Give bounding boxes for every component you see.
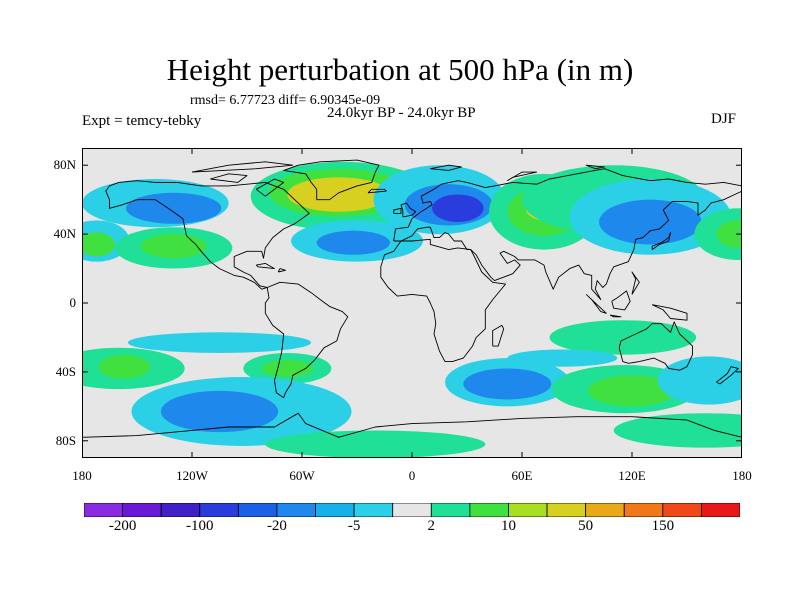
colorbar-swatch	[84, 503, 123, 517]
colorbar-label: 2	[427, 518, 436, 534]
colorbar-swatch	[353, 503, 394, 517]
lat-tick-label: 0	[69, 295, 77, 310]
colorbar-label: 10	[500, 518, 516, 534]
colorbar-label: 50	[578, 518, 594, 534]
coastline	[283, 159, 380, 201]
colorbar-swatch	[392, 503, 432, 517]
contour-blob	[716, 220, 742, 248]
colorbar-swatch	[585, 503, 625, 517]
contour-blob	[261, 359, 313, 378]
contour-blob	[140, 234, 207, 259]
coastline	[507, 171, 538, 182]
contour-blob	[599, 199, 702, 245]
contour-blob	[82, 232, 115, 257]
coastline	[255, 262, 275, 270]
coastline	[380, 238, 506, 363]
coastline	[191, 161, 294, 173]
coastline	[611, 290, 631, 311]
coastline	[105, 180, 310, 290]
colorbar-label: -100	[186, 518, 214, 534]
colorbar-label: -200	[108, 518, 137, 534]
lat-tick-label: 40S	[55, 363, 76, 379]
colorbar-swatch	[546, 503, 587, 517]
lat-tick-label: 40N	[53, 226, 76, 242]
lat-tick-label: 80N	[53, 157, 76, 173]
coastline	[264, 281, 349, 399]
colorbar-label: -5	[347, 518, 361, 534]
contour-blob	[127, 332, 312, 353]
contour-blob	[657, 356, 742, 405]
axis-ticks	[82, 148, 742, 458]
colorbar-label: 150	[651, 518, 675, 534]
contour-blob	[126, 192, 222, 224]
experiment-label: Expt = temcy-tebky	[82, 113, 202, 129]
coastline	[609, 314, 622, 318]
colorbar-swatch	[430, 503, 471, 517]
plot-title: Height perturbation at 500 hPa (in m)	[166, 52, 634, 87]
colorbar-swatch	[701, 503, 740, 517]
coastline	[716, 366, 739, 385]
lon-tick-label: 0	[408, 468, 416, 483]
colorbar-swatch	[469, 503, 509, 517]
contour-blob	[316, 230, 390, 255]
coastline	[652, 304, 688, 321]
colorbar-swatch	[623, 503, 664, 517]
colorbar-swatch	[662, 503, 702, 517]
coastline	[618, 321, 693, 371]
coastline	[651, 231, 671, 250]
colorbar-swatch	[508, 503, 548, 517]
season-label: DJF	[711, 111, 737, 127]
lon-tick-label: 60W	[289, 468, 315, 483]
colorbar-swatch	[237, 503, 278, 517]
coastline	[277, 268, 286, 273]
colorbar-swatch	[199, 503, 239, 517]
colorbar	[84, 503, 740, 517]
colorbar-swatch	[315, 503, 355, 517]
contour-blob	[160, 390, 279, 433]
coastlines	[82, 159, 742, 438]
colorbar-label: -20	[266, 518, 287, 534]
lon-tick-label: 180	[72, 468, 92, 483]
coastline	[393, 168, 742, 301]
coastline	[82, 412, 742, 438]
lat-tick-label: 80S	[55, 432, 76, 448]
contour-blob	[549, 320, 697, 355]
coastline	[393, 207, 402, 214]
contour-blob	[265, 430, 486, 458]
colorbar-swatch	[276, 503, 316, 517]
map-panel	[82, 148, 742, 458]
colorbar-swatch	[122, 503, 162, 517]
coastline	[585, 294, 607, 314]
coastline	[585, 164, 605, 170]
contour-blob	[98, 354, 150, 379]
lon-tick-label: 180	[732, 468, 752, 483]
contour-blob	[588, 375, 676, 407]
colorbar-swatch	[160, 503, 201, 517]
period-label: 24.0kyr BP - 24.0kyr BP	[327, 105, 476, 121]
contour-blob	[507, 349, 618, 367]
coastline	[631, 271, 640, 295]
lon-tick-label: 120W	[176, 468, 208, 483]
contour-blob	[463, 368, 552, 400]
contour-blob	[287, 177, 390, 212]
coastline	[492, 324, 505, 347]
coastline	[367, 188, 387, 194]
stats-line: rmsd= 6.77723 diff= 6.90345e-09	[190, 93, 381, 108]
contour-blob	[613, 413, 742, 448]
contour-field	[82, 161, 742, 458]
lon-tick-label: 120E	[618, 468, 646, 483]
coastline	[400, 202, 417, 218]
coastline	[210, 173, 248, 183]
coastline	[255, 178, 285, 197]
lon-tick-label: 60E	[511, 468, 533, 483]
contour-blob	[432, 194, 484, 223]
coastline	[430, 164, 462, 171]
